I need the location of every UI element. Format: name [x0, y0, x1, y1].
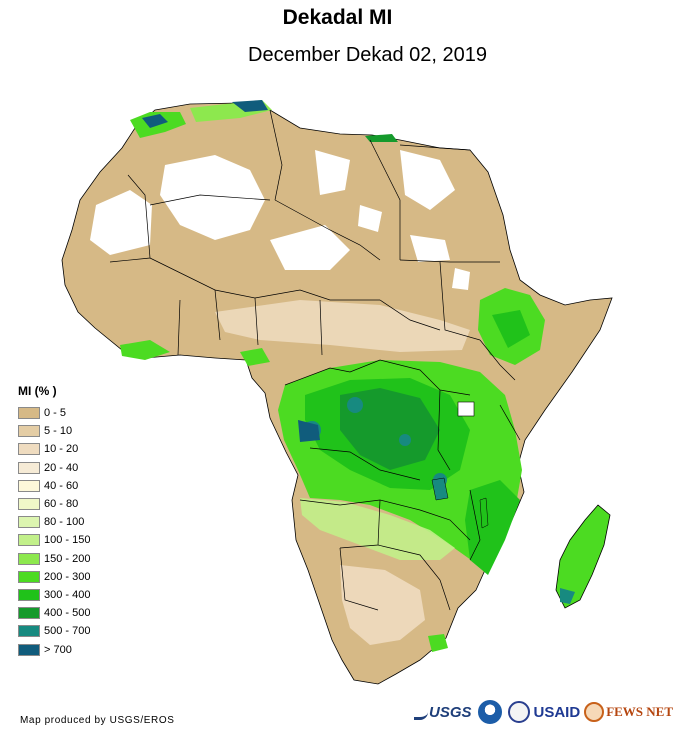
legend-label: 40 - 60 [44, 479, 79, 492]
gabon-blue [298, 420, 320, 442]
southern-transition [300, 498, 455, 560]
legend-swatch [18, 498, 40, 511]
sahel-band [215, 300, 470, 352]
legend-label: 400 - 500 [44, 607, 91, 620]
noaa-logo-icon [477, 700, 502, 724]
legend-item: 20 - 40 [18, 459, 90, 477]
sahara-white-areas [90, 150, 470, 290]
congo-deep [340, 388, 440, 470]
lake-tanganyika [431, 477, 449, 501]
legend-swatch [18, 534, 40, 547]
legend-swatch [18, 425, 40, 438]
legend-swatch [18, 607, 40, 620]
legend-item: 200 - 300 [18, 568, 90, 586]
legend-swatch [18, 461, 40, 474]
legend-swatch [18, 643, 40, 656]
lake-victoria [457, 401, 475, 417]
maghreb-blue [142, 114, 168, 128]
legend-label: 200 - 300 [44, 570, 91, 583]
legend-item: 80 - 100 [18, 513, 90, 531]
legend-label: 10 - 20 [44, 443, 79, 456]
legend-swatch [18, 516, 40, 529]
legend-item: 5 - 10 [18, 422, 90, 440]
legend-swatch [18, 407, 40, 420]
fews-net-logo: FEWS NET [584, 702, 673, 722]
legend-label: 500 - 700 [44, 625, 91, 638]
nigeria-coast-green [240, 348, 270, 366]
map-title: Dekadal MI [282, 6, 393, 29]
legend-swatch [18, 570, 40, 583]
fews-net-logo-text: FEWS NET [606, 704, 674, 719]
west-coast-green [120, 340, 170, 360]
lake-malawi [479, 497, 489, 529]
usaid-logo: USAID [534, 704, 581, 721]
fews-globe-icon [584, 702, 605, 722]
country-borders [109, 109, 521, 611]
legend: 0 - 5 5 - 10 10 - 20 20 - 40 40 - 60 60 - 80 8… [18, 404, 90, 659]
usgs-logo-text: USGS [429, 703, 472, 721]
madagascar [555, 504, 611, 609]
legend-label: > 700 [44, 643, 72, 656]
southern-africa-light [340, 565, 425, 645]
legend-label: 60 - 80 [44, 498, 79, 511]
ethiopia-darker [492, 310, 530, 348]
legend-label: 300 - 400 [44, 588, 91, 601]
legend-item: 40 - 60 [18, 477, 90, 495]
legend-item: 500 - 700 [18, 622, 90, 640]
seal-logo-icon [507, 701, 530, 723]
legend-title: MI (% ) [18, 384, 57, 398]
legend-swatch [18, 588, 40, 601]
usgs-logo: USGS [414, 704, 472, 721]
lesotho-green [428, 634, 448, 652]
legend-swatch [18, 625, 40, 638]
tunisia-blue [232, 100, 268, 112]
credit-text: Map produced by USGS/EROS [20, 715, 175, 726]
legend-swatch [18, 443, 40, 456]
agency-logos: USGS USAID FEWS NET [414, 700, 673, 724]
east-coast-green [465, 480, 520, 575]
legend-item: 60 - 80 [18, 495, 90, 513]
legend-swatch [18, 479, 40, 492]
legend-label: 80 - 100 [44, 516, 85, 529]
legend-label: 5 - 10 [44, 425, 73, 438]
usgs-wave-icon [414, 705, 428, 720]
legend-swatch [18, 552, 40, 565]
legend-item: 400 - 500 [18, 604, 90, 622]
legend-item: 150 - 200 [18, 550, 90, 568]
map-subtitle: December Dekad 02, 2019 [248, 44, 488, 66]
legend-item: > 700 [18, 640, 90, 658]
legend-label: 150 - 200 [44, 552, 91, 565]
legend-item: 10 - 20 [18, 440, 90, 458]
usaid-logo-text: USAID [533, 703, 581, 721]
legend-label: 20 - 40 [44, 461, 79, 474]
legend-label: 0 - 5 [44, 407, 67, 420]
legend-item: 100 - 150 [18, 531, 90, 549]
madagascar-teal [560, 588, 575, 604]
legend-item: 0 - 5 [18, 404, 90, 422]
legend-item: 300 - 400 [18, 586, 90, 604]
legend-label: 100 - 150 [44, 534, 91, 547]
libya-coast-green [365, 134, 398, 142]
